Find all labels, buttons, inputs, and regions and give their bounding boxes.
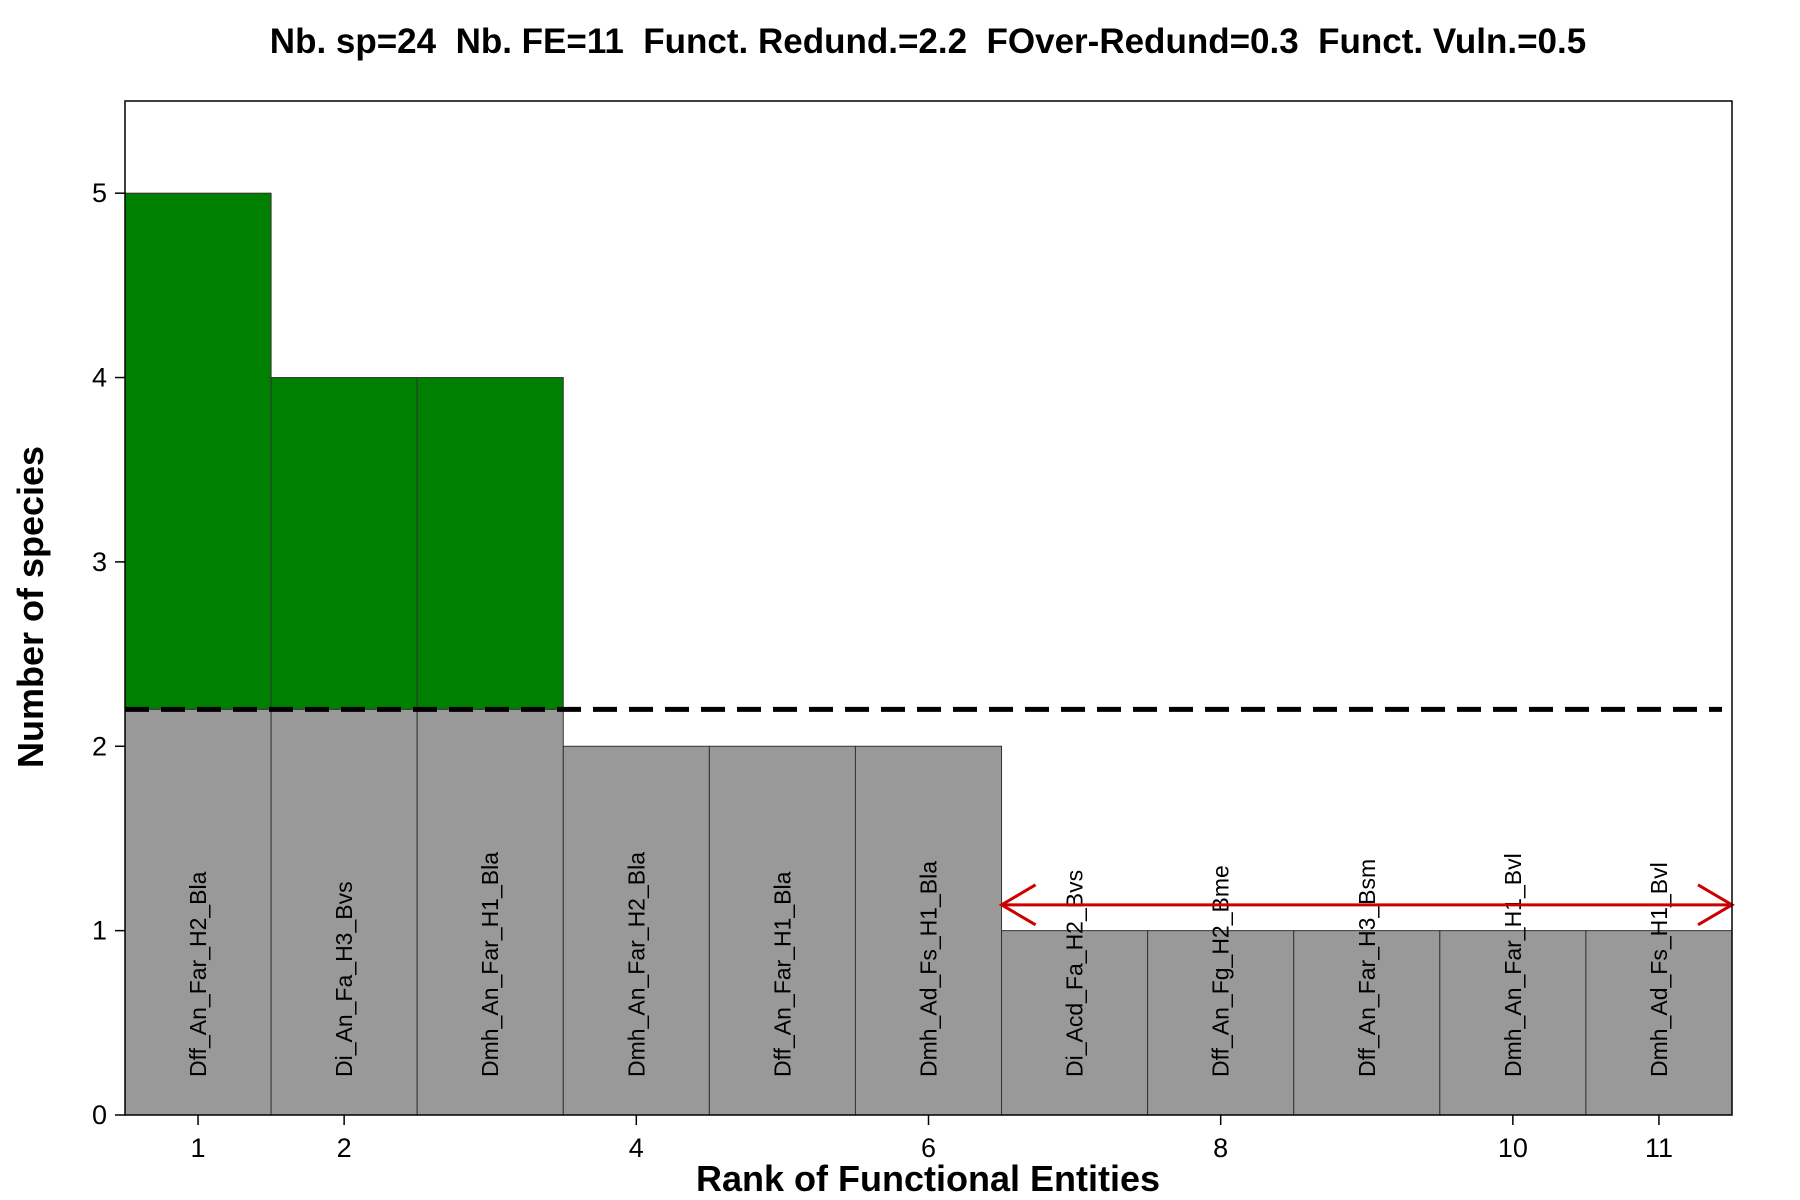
bar-segment-above-redundancy [270, 377, 418, 710]
bar-11: Dmh_Ad_Fs_H1_Bvl [1585, 862, 1733, 1116]
bar-5: Dff_An_Far_H1_Bla [708, 745, 856, 1116]
bar-label: Dff_An_Far_H2_Bla [185, 871, 211, 1077]
bar-segment-above-redundancy [124, 192, 272, 710]
x-axis-title: Rank of Functional Entities [696, 1158, 1160, 1199]
bar-segment-below-redundancy [270, 708, 418, 1116]
bar-3: Dmh_An_Far_H1_Bla [416, 377, 564, 1116]
bar-label: Dff_An_Far_H1_Bla [769, 871, 795, 1077]
bar-label: Di_An_Fa_H3_Bvs [331, 881, 357, 1077]
y-tick-label: 2 [92, 731, 107, 761]
y-tick-label: 0 [92, 1100, 107, 1130]
x-tick-label: 1 [191, 1133, 206, 1163]
bar-segment-below-redundancy [124, 708, 272, 1116]
bar-label: Dmh_An_Far_H2_Bla [623, 852, 649, 1077]
x-tick-label: 11 [1645, 1133, 1673, 1163]
bars-layer: Dff_An_Far_H2_Bla Di_An_Fa_H3_Bvs Dmh_An_F… [124, 192, 1733, 1116]
bar-9: Dff_An_Far_H3_Bsm [1293, 859, 1441, 1116]
bar-label: Dmh_Ad_Fs_H1_Bla [916, 861, 942, 1077]
y-tick-label: 5 [92, 178, 107, 208]
vulnerability-arrow-head-left [998, 883, 1037, 927]
bar-8: Dff_An_Fg_H2_Bme [1147, 865, 1295, 1116]
chart-title: Nb. sp=24 Nb. FE=11 Funct. Redund.=2.2 F… [270, 22, 1586, 61]
bar-label: Dmh_Ad_Fs_H1_Bvl [1646, 862, 1672, 1077]
y-axis: 0 1 2 3 4 5 [92, 178, 125, 1130]
bar-label: Dff_An_Far_H3_Bsm [1354, 859, 1380, 1077]
y-axis-title: Number of species [10, 446, 51, 768]
bar-label: Dff_An_Fg_H2_Bme [1208, 865, 1234, 1077]
x-axis: 1 2 4 6 8 10 11 [191, 1115, 1673, 1163]
bar-segment-below-redundancy [1147, 930, 1295, 1116]
bar-segment-below-redundancy [1001, 930, 1149, 1116]
bar-segment-below-redundancy [708, 745, 856, 1116]
y-tick-label: 1 [92, 916, 107, 946]
x-tick-label: 4 [629, 1133, 644, 1163]
bar-4: Dmh_An_Far_H2_Bla [562, 745, 710, 1116]
bar-label: Dmh_An_Far_H1_Bvl [1500, 853, 1526, 1077]
bar-2: Di_An_Fa_H3_Bvs [270, 377, 418, 1116]
x-tick-label: 8 [1213, 1133, 1228, 1163]
bar-7: Di_Acd_Fa_H2_Bvs [1001, 870, 1149, 1116]
bar-label: Di_Acd_Fa_H2_Bvs [1062, 870, 1088, 1077]
y-tick-label: 4 [92, 363, 107, 393]
y-tick-label: 3 [92, 547, 107, 577]
x-tick-label: 2 [337, 1133, 352, 1163]
bar-segment-above-redundancy [416, 377, 564, 710]
bar-1: Dff_An_Far_H2_Bla [124, 192, 272, 1116]
bar-6: Dmh_Ad_Fs_H1_Bla [854, 745, 1003, 1116]
x-tick-label: 6 [921, 1133, 936, 1163]
x-tick-label: 10 [1498, 1133, 1528, 1163]
bar-segment-below-redundancy [1439, 930, 1587, 1116]
bar-label: Dmh_An_Far_H1_Bla [477, 852, 503, 1077]
bar-segment-below-redundancy [854, 745, 1003, 1116]
bar-10: Dmh_An_Far_H1_Bvl [1439, 853, 1587, 1116]
bar-segment-below-redundancy [562, 745, 710, 1116]
